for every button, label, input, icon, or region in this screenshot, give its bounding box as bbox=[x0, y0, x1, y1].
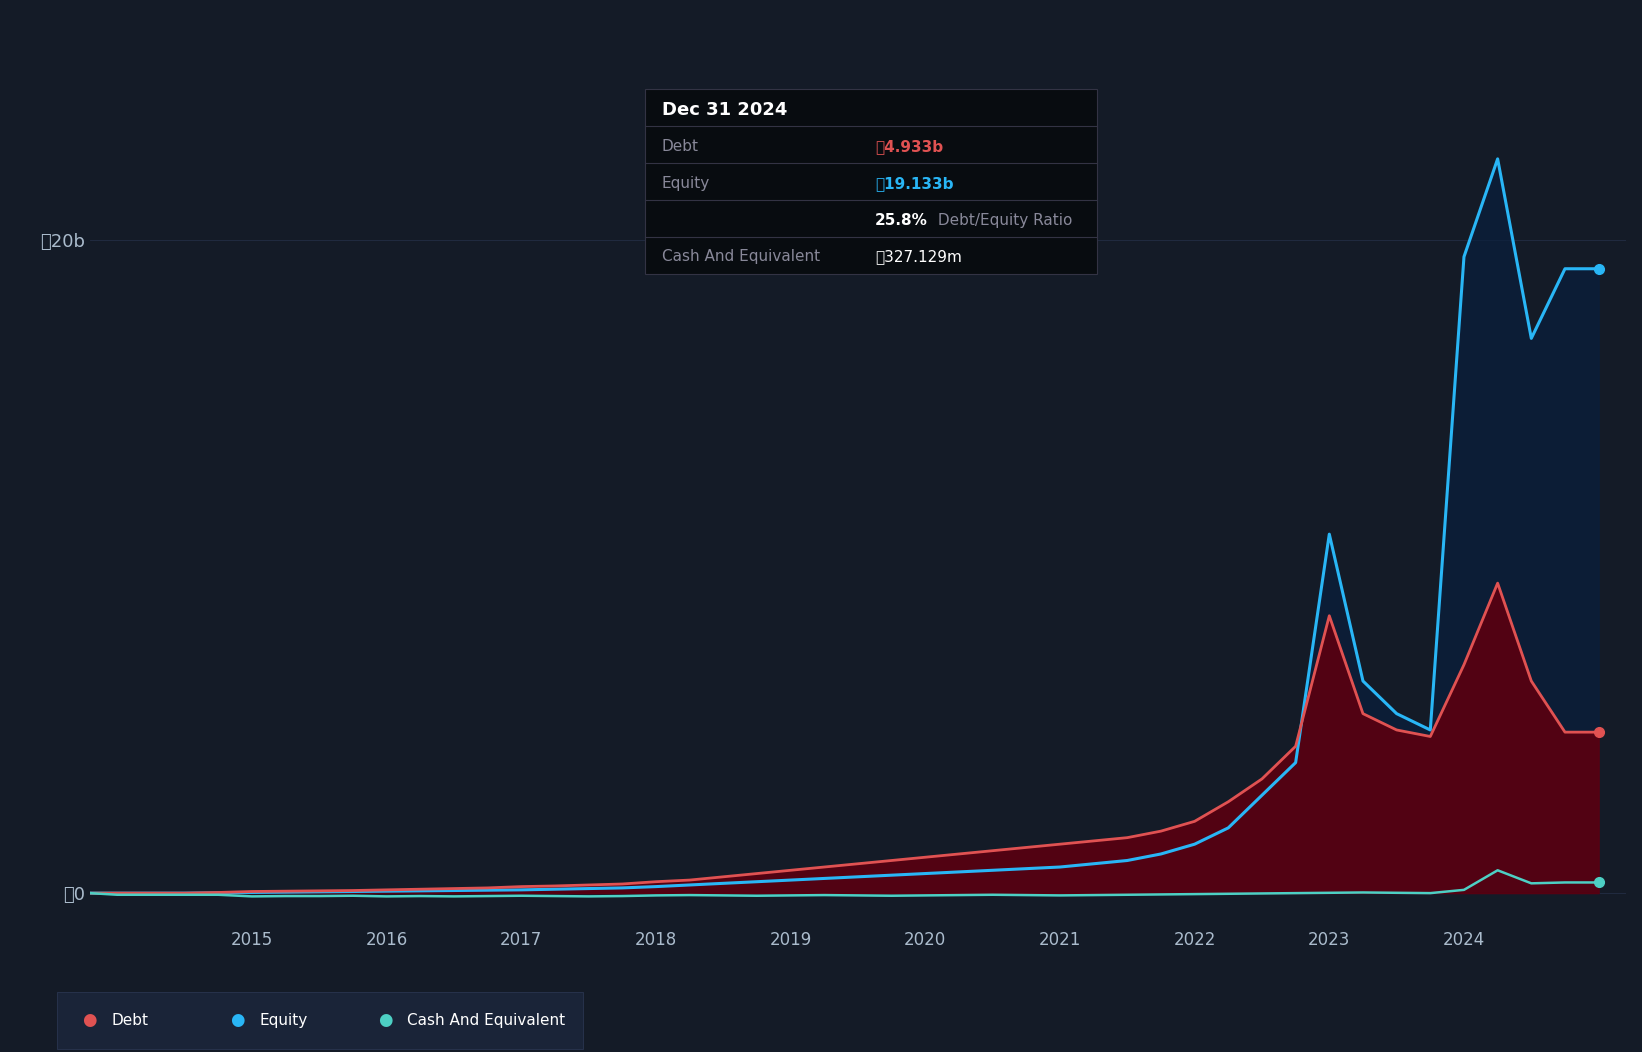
Text: ●: ● bbox=[82, 1011, 97, 1030]
Text: ●: ● bbox=[230, 1011, 245, 1030]
Text: Equity: Equity bbox=[662, 176, 709, 190]
Text: ₼19.133b: ₼19.133b bbox=[875, 176, 954, 190]
Text: Debt: Debt bbox=[662, 139, 699, 154]
Text: Cash And Equivalent: Cash And Equivalent bbox=[407, 1013, 565, 1028]
Text: Debt: Debt bbox=[112, 1013, 149, 1028]
Text: ₼327.129m: ₼327.129m bbox=[875, 249, 962, 264]
Text: ₼4.933b: ₼4.933b bbox=[875, 139, 943, 154]
Text: Cash And Equivalent: Cash And Equivalent bbox=[662, 249, 819, 264]
Text: 25.8%: 25.8% bbox=[875, 213, 928, 227]
Text: Dec 31 2024: Dec 31 2024 bbox=[662, 101, 787, 119]
Text: Equity: Equity bbox=[259, 1013, 307, 1028]
Text: ●: ● bbox=[378, 1011, 392, 1030]
Text: Debt/Equity Ratio: Debt/Equity Ratio bbox=[933, 213, 1072, 227]
